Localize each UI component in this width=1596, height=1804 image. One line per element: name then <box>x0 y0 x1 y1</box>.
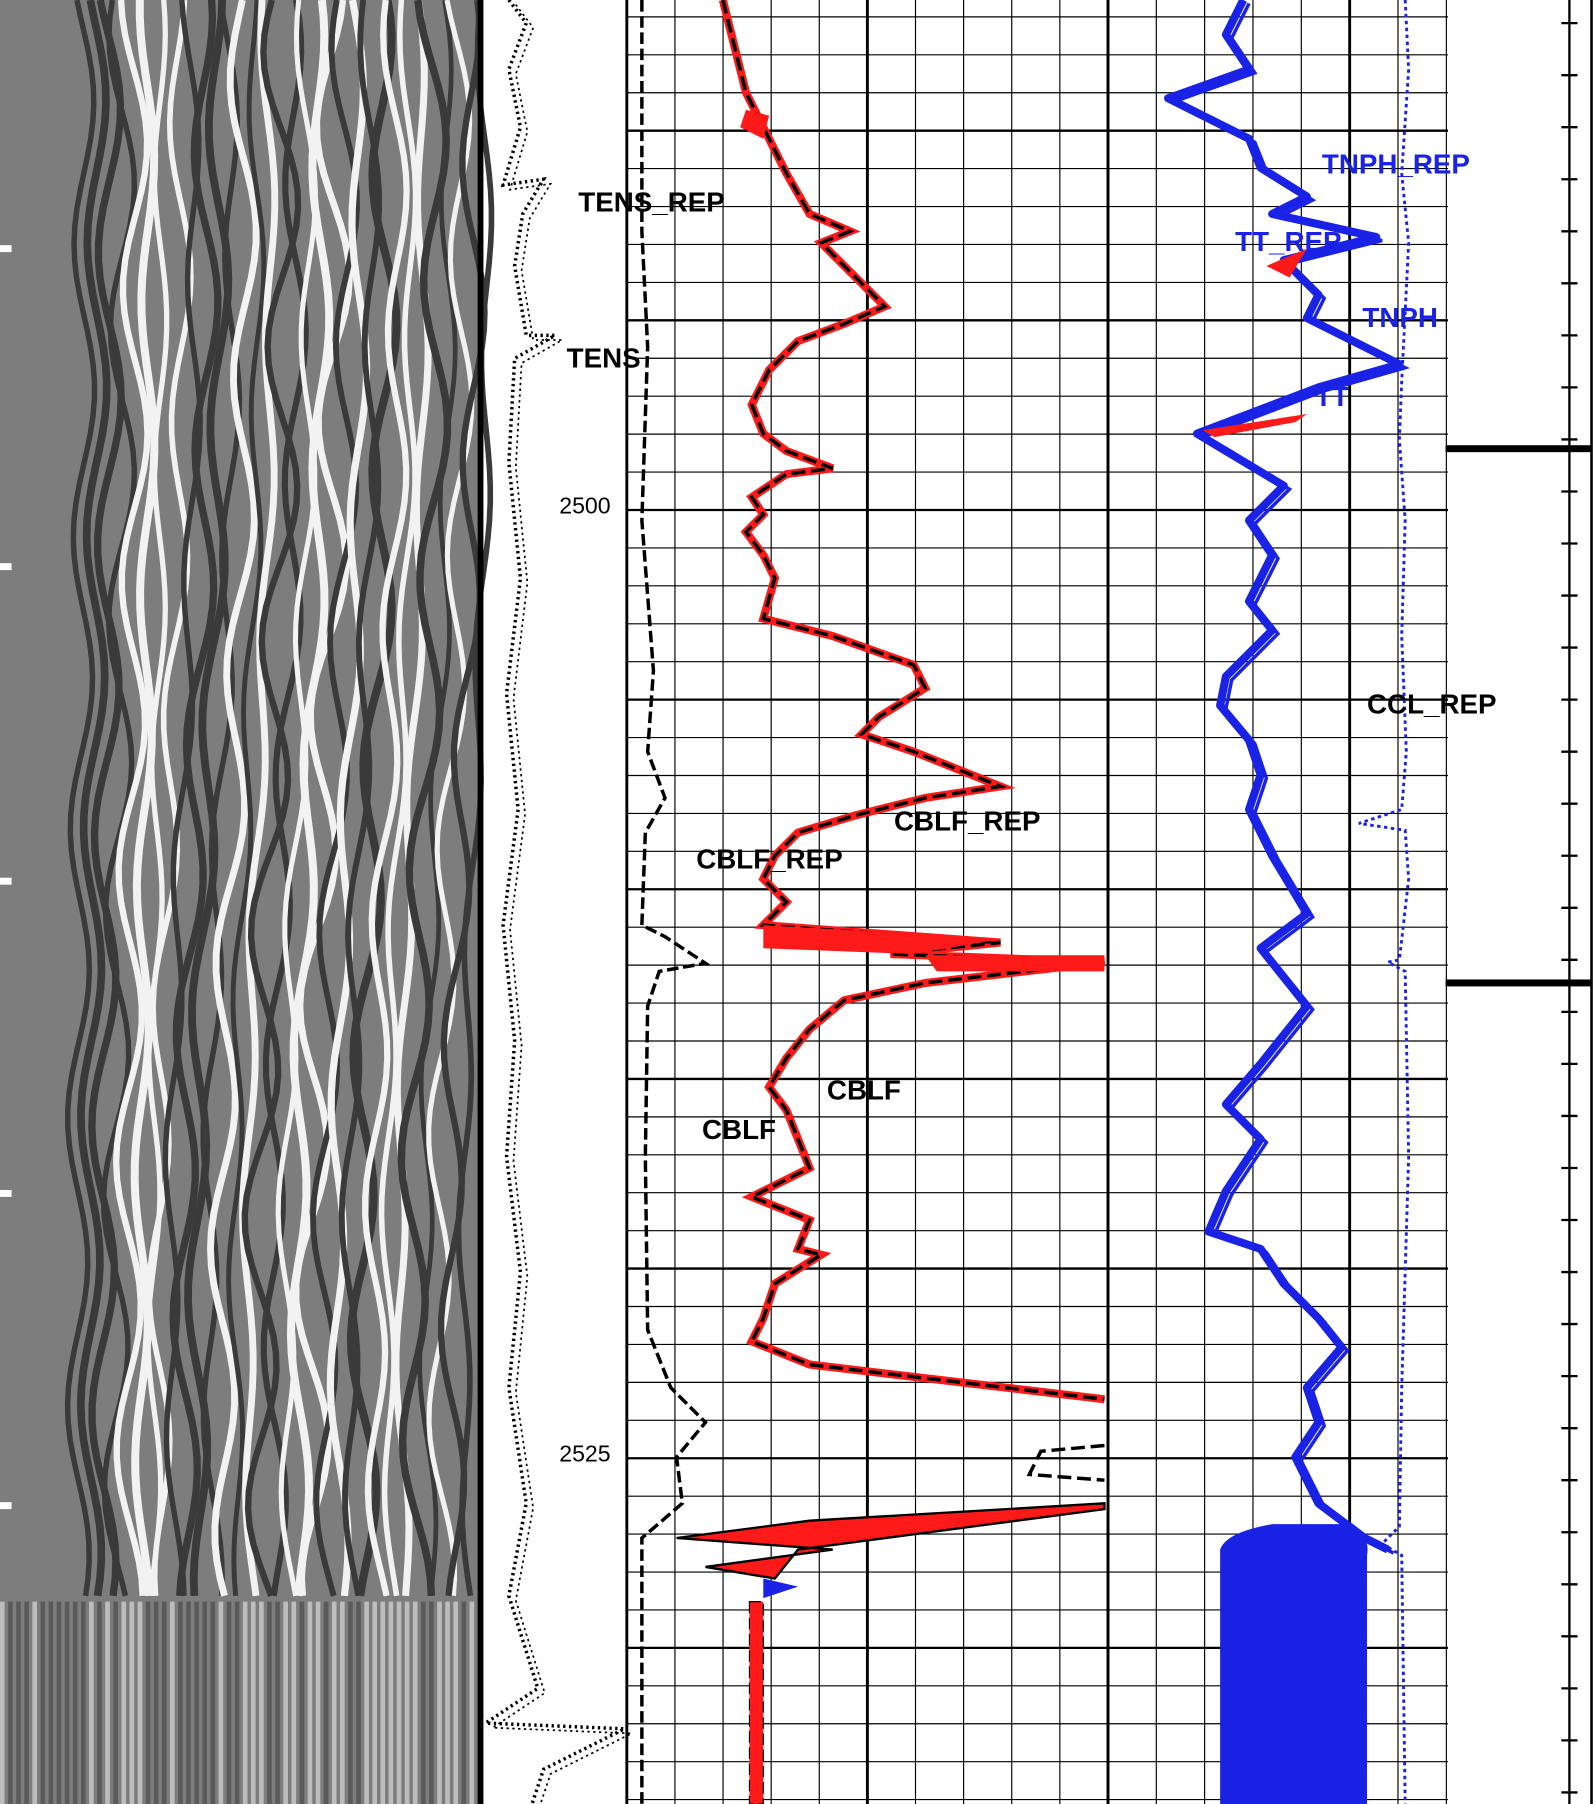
image-bar <box>340 1602 345 1804</box>
curve-label: CCL_REP <box>1367 689 1497 720</box>
ccl-spike <box>1446 979 1592 986</box>
curve-label: CBLF_REP <box>894 805 1040 836</box>
image-bar <box>470 1602 475 1804</box>
image-bar <box>73 1602 78 1804</box>
image-bar <box>105 1602 110 1804</box>
image-bar <box>300 1602 305 1804</box>
image-bar <box>194 1602 199 1804</box>
image-bar <box>113 1602 118 1804</box>
curve-label: CBLF_REP <box>696 843 842 874</box>
image-bar <box>243 1602 248 1804</box>
image-bar <box>81 1602 86 1804</box>
image-bar <box>8 1602 13 1804</box>
image-bar <box>364 1602 369 1804</box>
image-bar <box>291 1602 296 1804</box>
curve-label: TNPH_REP <box>1322 148 1470 179</box>
curve-label: TENS <box>567 343 641 374</box>
image-bar <box>259 1602 264 1804</box>
image-bar <box>348 1602 353 1804</box>
curve-label: TT_REP <box>1235 226 1341 257</box>
waveform-image <box>0 0 491 1804</box>
image-bar <box>316 1602 321 1804</box>
image-bar <box>170 1602 175 1804</box>
panel-border <box>478 0 484 1804</box>
image-bar <box>405 1602 410 1804</box>
image-bar <box>202 1602 207 1804</box>
image-bar <box>389 1602 394 1804</box>
image-bar <box>275 1602 280 1804</box>
cblf-red-fill <box>925 955 1104 971</box>
edge-tick <box>0 1502 12 1509</box>
image-bar <box>24 1602 29 1804</box>
image-bar <box>356 1602 361 1804</box>
image-bar <box>186 1602 191 1804</box>
image-bar <box>461 1602 466 1804</box>
depth-label: 2500 <box>559 492 610 518</box>
image-bar <box>97 1602 102 1804</box>
curve-label: CBLF <box>827 1075 901 1106</box>
edge-tick <box>0 878 12 885</box>
curve-label: TENS_REP <box>578 187 725 218</box>
image-bar <box>154 1602 159 1804</box>
image-bar <box>219 1602 224 1804</box>
ccl-spike <box>1446 445 1592 452</box>
image-bar <box>57 1602 62 1804</box>
image-bar <box>210 1602 215 1804</box>
image-bar <box>421 1602 426 1804</box>
image-bar <box>16 1602 21 1804</box>
cblf-bottom <box>749 1602 763 1804</box>
image-bar <box>32 1602 37 1804</box>
edge-tick <box>0 563 12 570</box>
image-bar <box>397 1602 402 1804</box>
image-bar <box>0 1602 5 1804</box>
image-bar <box>380 1602 385 1804</box>
image-bar <box>178 1602 183 1804</box>
image-bar <box>40 1602 45 1804</box>
image-bar <box>308 1602 313 1804</box>
image-bar <box>251 1602 256 1804</box>
curve-label: TNPH <box>1362 302 1438 333</box>
depth-label: 2525 <box>559 1441 610 1467</box>
edge-tick <box>0 245 12 252</box>
image-bar <box>162 1602 167 1804</box>
curve-label: TT <box>1315 381 1349 412</box>
image-bar <box>130 1602 135 1804</box>
image-bar <box>89 1602 94 1804</box>
image-bar <box>146 1602 151 1804</box>
well-log: 2500 2525 TENS_REP TENS CBLF_REP CBLF_RE… <box>0 0 1596 1804</box>
image-bar <box>429 1602 434 1804</box>
image-bar <box>453 1602 458 1804</box>
image-bar <box>332 1602 337 1804</box>
tnph-block <box>1220 1524 1367 1804</box>
image-bar <box>235 1602 240 1804</box>
image-bar <box>49 1602 54 1804</box>
curve-label: CBLF <box>702 1114 776 1145</box>
image-bar <box>445 1602 450 1804</box>
image-bar <box>372 1602 377 1804</box>
image-bar <box>283 1602 288 1804</box>
image-bar <box>324 1602 329 1804</box>
edge-tick <box>0 1190 12 1197</box>
image-bar <box>65 1602 70 1804</box>
image-bar <box>138 1602 143 1804</box>
image-bar <box>267 1602 272 1804</box>
image-bar <box>413 1602 418 1804</box>
image-bar <box>227 1602 232 1804</box>
image-bar <box>121 1602 126 1804</box>
image-bar <box>437 1602 442 1804</box>
page: {"depth_labels": ["2500", "2525"], "curv… <box>0 0 1596 1804</box>
